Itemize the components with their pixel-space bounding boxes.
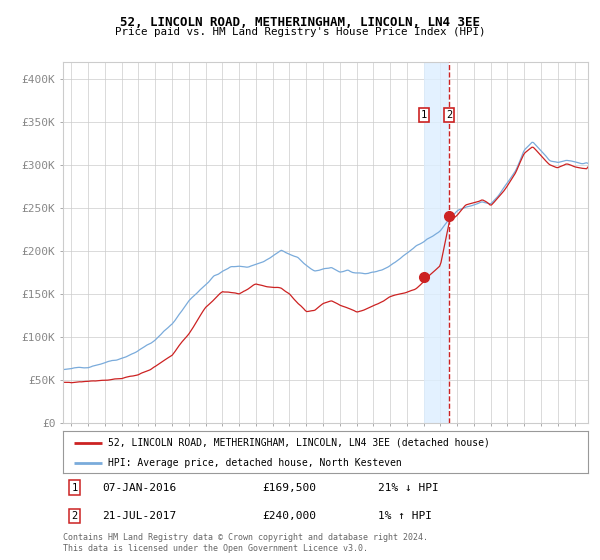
Text: Price paid vs. HM Land Registry's House Price Index (HPI): Price paid vs. HM Land Registry's House …: [115, 27, 485, 37]
Text: 2: 2: [446, 110, 452, 120]
Text: 1: 1: [421, 110, 427, 120]
Text: 21% ↓ HPI: 21% ↓ HPI: [378, 483, 439, 493]
Text: 1: 1: [71, 483, 77, 493]
Text: 52, LINCOLN ROAD, METHERINGHAM, LINCOLN, LN4 3EE (detached house): 52, LINCOLN ROAD, METHERINGHAM, LINCOLN,…: [107, 438, 490, 448]
Text: 52, LINCOLN ROAD, METHERINGHAM, LINCOLN, LN4 3EE: 52, LINCOLN ROAD, METHERINGHAM, LINCOLN,…: [120, 16, 480, 29]
Text: 2: 2: [71, 511, 77, 521]
Text: HPI: Average price, detached house, North Kesteven: HPI: Average price, detached house, Nort…: [107, 458, 401, 468]
Bar: [424, 62, 449, 423]
Text: £240,000: £240,000: [263, 511, 317, 521]
Text: 21-JUL-2017: 21-JUL-2017: [103, 511, 176, 521]
Text: Contains HM Land Registry data © Crown copyright and database right 2024.
This d: Contains HM Land Registry data © Crown c…: [63, 533, 428, 553]
Text: £169,500: £169,500: [263, 483, 317, 493]
Text: 1% ↑ HPI: 1% ↑ HPI: [378, 511, 432, 521]
Text: 07-JAN-2016: 07-JAN-2016: [103, 483, 176, 493]
